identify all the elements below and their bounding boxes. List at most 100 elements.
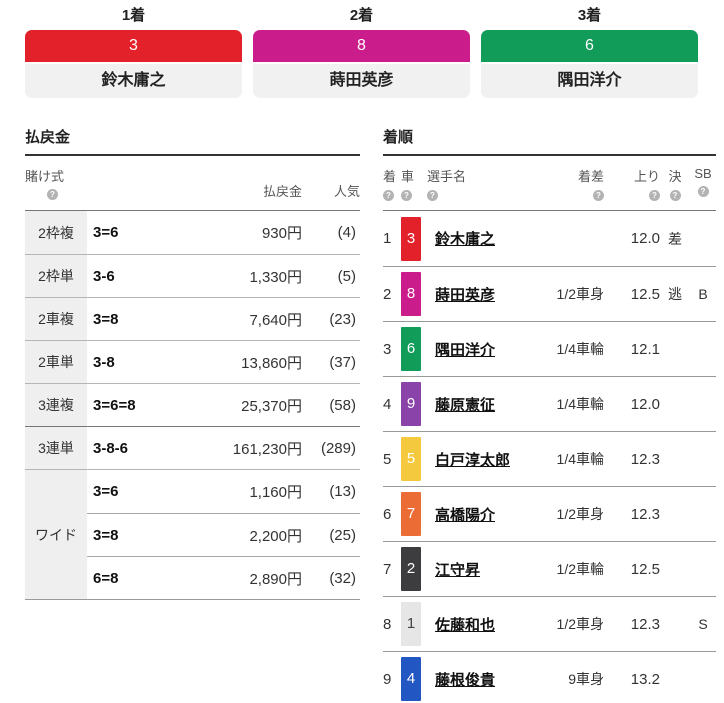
- podium-rank-label: 2着: [349, 7, 374, 24]
- help-icon[interactable]: ?: [401, 190, 412, 201]
- payout-row: 2車単 3-8 13,860円 (37): [25, 340, 360, 383]
- margin-cell: 1/4車輪: [556, 396, 604, 412]
- lap-time-header-label: 上り: [633, 169, 660, 184]
- rider-name-link[interactable]: 藤根俊貴: [435, 671, 496, 689]
- car-number-badge: 1: [401, 602, 421, 646]
- rider-name-header-label: 選手名: [427, 169, 467, 184]
- help-icon[interactable]: ?: [669, 190, 681, 201]
- podium-card: 1着 3 鈴木庸之: [25, 4, 242, 98]
- popularity-header: 人気: [333, 183, 360, 199]
- payout-header-row: 賭け式 ? 払戻金 人気: [25, 156, 360, 211]
- bet-combo-cell: 3-6: [93, 267, 115, 285]
- bet-type-cell: 2車単: [25, 341, 87, 383]
- popularity-cell: (58): [329, 396, 356, 414]
- sb-header-label: SB: [694, 166, 712, 181]
- results-title: 着順: [383, 126, 716, 156]
- lap-time-cell: 13.2: [630, 670, 660, 688]
- popularity-cell: (37): [329, 353, 356, 371]
- payout-row: 2枠単 3-6 1,330円 (5): [25, 254, 360, 297]
- rider-name-link[interactable]: 隅田洋介: [435, 341, 496, 359]
- podium-car-number-badge: 6: [481, 30, 698, 62]
- car-number-badge: 2: [401, 547, 421, 591]
- margin-cell: 1/4車輪: [556, 341, 604, 357]
- bet-combo-cell: 3=6: [93, 483, 119, 500]
- bet-combo-cell: 3=6: [93, 224, 119, 241]
- car-number-badge: 5: [401, 437, 421, 481]
- result-row: 5 5 白戸淳太郎 1/4車輪 12.3: [383, 431, 716, 486]
- result-row: 4 9 藤原憲征 1/4車輪 12.0: [383, 376, 716, 431]
- rider-name-link[interactable]: 佐藤和也: [435, 616, 496, 634]
- bet-type-cell: 2車複: [25, 298, 87, 340]
- rider-name-link[interactable]: 藤原憲征: [435, 396, 496, 414]
- lap-time-header: 上り ?: [604, 156, 660, 210]
- popularity-cell: (23): [329, 310, 356, 328]
- wide-bet-row: 3=8 2,200円 (25): [87, 513, 360, 556]
- payout-amount-cell: 161,230円: [232, 440, 302, 458]
- tactic-cell: 差: [668, 230, 682, 247]
- help-icon[interactable]: ?: [697, 186, 709, 197]
- help-icon[interactable]: ?: [427, 190, 438, 201]
- place-cell: 5: [383, 450, 392, 468]
- result-row: 9 4 藤根俊貴 9車身 13.2: [383, 651, 716, 703]
- result-row: 6 7 高橋陽介 1/2車身 12.3: [383, 486, 716, 541]
- place-cell: 3: [383, 340, 392, 358]
- popularity-cell: (289): [320, 439, 356, 457]
- rider-name-link[interactable]: 江守昇: [435, 561, 481, 579]
- bet-type-cell: 2枠単: [25, 255, 87, 297]
- help-icon[interactable]: ?: [47, 189, 58, 200]
- payout-amount-cell: 7,640円: [249, 311, 302, 329]
- payout-amount-header: 払戻金: [262, 183, 302, 199]
- place-cell: 8: [383, 615, 392, 633]
- bet-combo-cell: 3=8: [93, 526, 119, 544]
- margin-cell: 1/4車輪: [556, 451, 604, 467]
- rider-name-link[interactable]: 鈴木庸之: [435, 231, 496, 248]
- lap-time-cell: 12.3: [630, 615, 660, 633]
- result-row: 7 2 江守昇 1/2車輪 12.5: [383, 541, 716, 596]
- rider-name-link[interactable]: 高橋陽介: [435, 506, 496, 524]
- bet-type-cell: 3連単: [25, 427, 87, 469]
- lap-time-cell: 12.1: [630, 340, 660, 358]
- help-icon[interactable]: ?: [383, 190, 394, 201]
- place-cell: 7: [383, 560, 392, 578]
- popularity-cell: (5): [337, 267, 356, 285]
- bet-type-cell: 2枠複: [25, 211, 87, 254]
- place-cell: 4: [383, 395, 392, 413]
- wide-bet-row: 3=6 1,160円 (13): [87, 470, 360, 513]
- wide-bet-group: ワイド 3=6 1,160円 (13) 3=8 2,200円 (25) 6=8 …: [25, 469, 360, 600]
- result-row: 1 3 鈴木庸之 12.0 差: [383, 211, 716, 266]
- payout-amount-cell: 1,330円: [249, 268, 302, 286]
- payout-table: 払戻金 賭け式 ? 払戻金 人気 2枠複 3=6 930円 (4) 2枠単 3-…: [25, 126, 360, 600]
- rider-name-link[interactable]: 蒔田英彦: [435, 286, 496, 304]
- margin-header: 着差 ?: [516, 156, 604, 210]
- car-header-label: 車: [401, 169, 415, 184]
- result-row: 8 1 佐藤和也 1/2車身 12.3 S: [383, 596, 716, 651]
- margin-cell: 1/2車身: [556, 286, 604, 302]
- popularity-cell: (4): [337, 224, 356, 241]
- tactic-header: 決 ?: [660, 156, 690, 210]
- lap-time-cell: 12.3: [630, 505, 660, 523]
- car-number-badge: 4: [401, 657, 421, 701]
- margin-cell: 1/2車身: [556, 616, 604, 632]
- car-number-badge: 9: [401, 382, 421, 426]
- podium-card: 3着 6 隅田洋介: [481, 4, 698, 98]
- rider-name-link[interactable]: 白戸淳太郎: [435, 451, 511, 469]
- place-cell: 2: [383, 285, 392, 303]
- payout-amount-cell: 13,860円: [241, 354, 302, 372]
- help-icon[interactable]: ?: [593, 190, 604, 201]
- result-row: 3 6 隅田洋介 1/4車輪 12.1: [383, 321, 716, 376]
- popularity-cell: (13): [329, 483, 356, 500]
- tactic-cell: 逃: [668, 286, 682, 302]
- place-header: 着 ?: [383, 156, 401, 210]
- rider-name-header: 選手名 ?: [427, 156, 516, 210]
- help-icon[interactable]: ?: [649, 190, 660, 201]
- payout-amount-cell: 930円: [261, 225, 302, 242]
- car-number-badge: 7: [401, 492, 421, 536]
- margin-cell: 9車身: [568, 671, 604, 687]
- payout-title: 払戻金: [25, 126, 360, 156]
- place-cell: 6: [383, 505, 392, 523]
- lap-time-cell: 12.3: [630, 450, 660, 468]
- podium-rank-label: 1着: [121, 7, 146, 24]
- payout-rows: 2枠複 3=6 930円 (4) 2枠単 3-6 1,330円 (5) 2車複 …: [25, 211, 360, 469]
- sb-header: SB ?: [690, 156, 716, 210]
- wide-bet-row: 6=8 2,890円 (32): [87, 556, 360, 599]
